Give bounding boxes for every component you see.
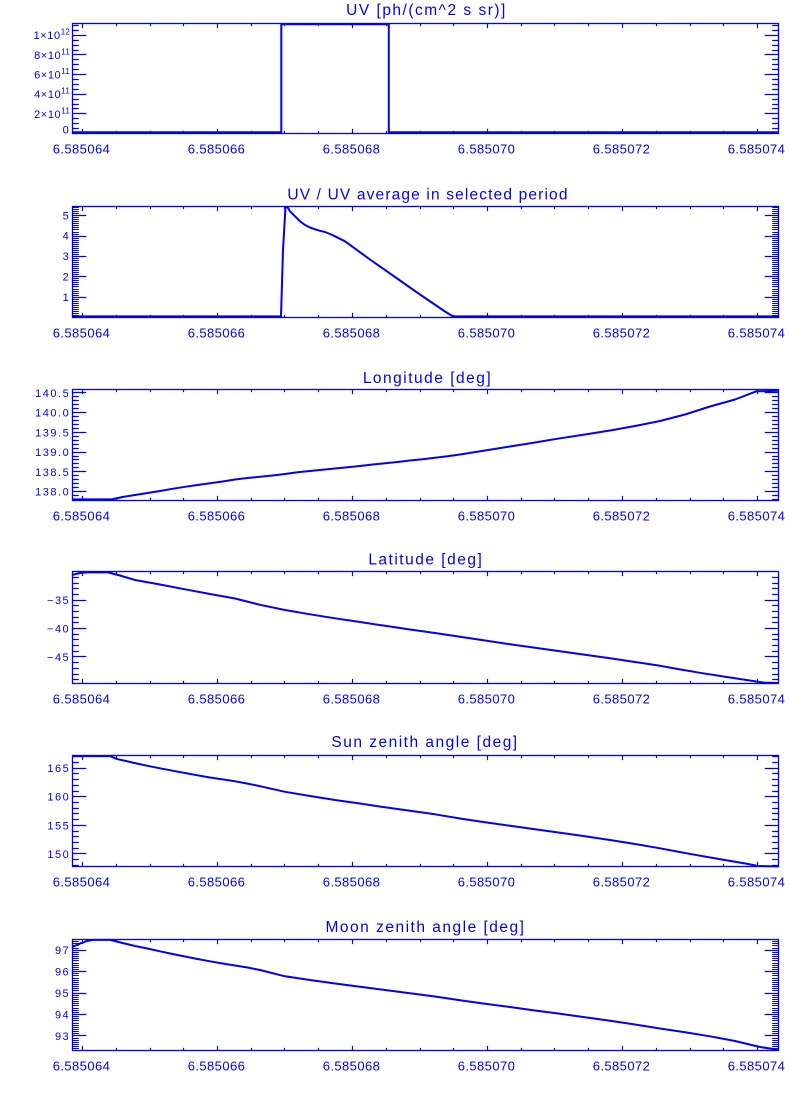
svg-text:6.585068: 6.585068 [323, 875, 380, 890]
svg-text:140.5: 140.5 [35, 388, 70, 400]
svg-text:6.585074: 6.585074 [728, 875, 785, 890]
svg-text:6.585074: 6.585074 [728, 142, 785, 157]
svg-text:6.585066: 6.585066 [188, 1059, 245, 1074]
svg-text:6.585066: 6.585066 [188, 142, 245, 157]
svg-text:4: 4 [63, 231, 71, 243]
svg-text:5: 5 [63, 210, 71, 222]
svg-text:6.585074: 6.585074 [728, 692, 785, 707]
svg-text:6.585072: 6.585072 [593, 509, 650, 524]
svg-text:UV [ph/(cm^2 s sr)]: UV [ph/(cm^2 s sr)] [346, 2, 507, 19]
svg-text:6.585070: 6.585070 [458, 1059, 515, 1074]
svg-text:94: 94 [55, 1010, 70, 1022]
svg-text:160: 160 [47, 792, 70, 804]
svg-text:6.585074: 6.585074 [728, 1059, 785, 1074]
svg-text:6.585074: 6.585074 [728, 509, 785, 524]
svg-text:6.585074: 6.585074 [728, 326, 785, 341]
svg-text:97: 97 [55, 945, 70, 957]
svg-text:6.585072: 6.585072 [593, 1059, 650, 1074]
svg-text:Sun zenith angle [deg]: Sun zenith angle [deg] [331, 734, 518, 751]
svg-text:139.5: 139.5 [35, 427, 70, 439]
svg-text:93: 93 [55, 1031, 70, 1043]
svg-text:6.585064: 6.585064 [53, 509, 110, 524]
svg-text:139.0: 139.0 [35, 447, 70, 459]
svg-text:165: 165 [47, 763, 70, 775]
svg-text:−35: −35 [47, 595, 70, 607]
svg-text:Latitude [deg]: Latitude [deg] [368, 552, 483, 569]
svg-text:8×1011: 8×1011 [34, 47, 70, 62]
svg-text:155: 155 [47, 820, 70, 832]
svg-text:95: 95 [55, 988, 70, 1000]
svg-text:6.585072: 6.585072 [593, 326, 650, 341]
svg-text:6.585070: 6.585070 [458, 142, 515, 157]
svg-text:6.585070: 6.585070 [458, 875, 515, 890]
svg-text:6.585064: 6.585064 [53, 875, 110, 890]
svg-text:6.585072: 6.585072 [593, 142, 650, 157]
svg-text:6.585070: 6.585070 [458, 692, 515, 707]
svg-text:6.585066: 6.585066 [188, 509, 245, 524]
svg-text:0: 0 [63, 125, 71, 137]
svg-text:UV / UV average in selected pe: UV / UV average in selected period [287, 187, 568, 204]
svg-text:6.585066: 6.585066 [188, 875, 245, 890]
svg-text:2: 2 [63, 271, 71, 283]
svg-text:6.585064: 6.585064 [53, 326, 110, 341]
svg-text:6.585068: 6.585068 [323, 142, 380, 157]
svg-text:6.585068: 6.585068 [323, 509, 380, 524]
svg-text:6×1011: 6×1011 [34, 67, 70, 82]
svg-text:4×1011: 4×1011 [34, 87, 70, 102]
svg-text:−40: −40 [47, 624, 70, 636]
svg-text:6.585068: 6.585068 [323, 326, 380, 341]
svg-text:6.585070: 6.585070 [458, 509, 515, 524]
svg-text:6.585072: 6.585072 [593, 692, 650, 707]
svg-text:1: 1 [63, 292, 71, 304]
svg-text:Longitude [deg]: Longitude [deg] [363, 370, 492, 387]
svg-text:3: 3 [63, 251, 71, 263]
svg-text:140.0: 140.0 [35, 408, 70, 420]
svg-text:96: 96 [55, 967, 70, 979]
svg-text:6.585068: 6.585068 [323, 692, 380, 707]
svg-text:6.585070: 6.585070 [458, 326, 515, 341]
svg-text:2×1011: 2×1011 [34, 106, 70, 121]
svg-text:6.585064: 6.585064 [53, 1059, 110, 1074]
svg-text:−45: −45 [47, 652, 70, 664]
svg-text:138.5: 138.5 [35, 467, 70, 479]
svg-text:6.585066: 6.585066 [188, 692, 245, 707]
svg-text:138.0: 138.0 [35, 487, 70, 499]
svg-text:6.585064: 6.585064 [53, 142, 110, 157]
svg-text:6.585064: 6.585064 [53, 692, 110, 707]
svg-text:6.585066: 6.585066 [188, 326, 245, 341]
svg-text:6.585068: 6.585068 [323, 1059, 380, 1074]
svg-text:150: 150 [47, 849, 70, 861]
svg-text:6.585072: 6.585072 [593, 875, 650, 890]
svg-text:Moon zenith angle [deg]: Moon zenith angle [deg] [326, 919, 526, 936]
